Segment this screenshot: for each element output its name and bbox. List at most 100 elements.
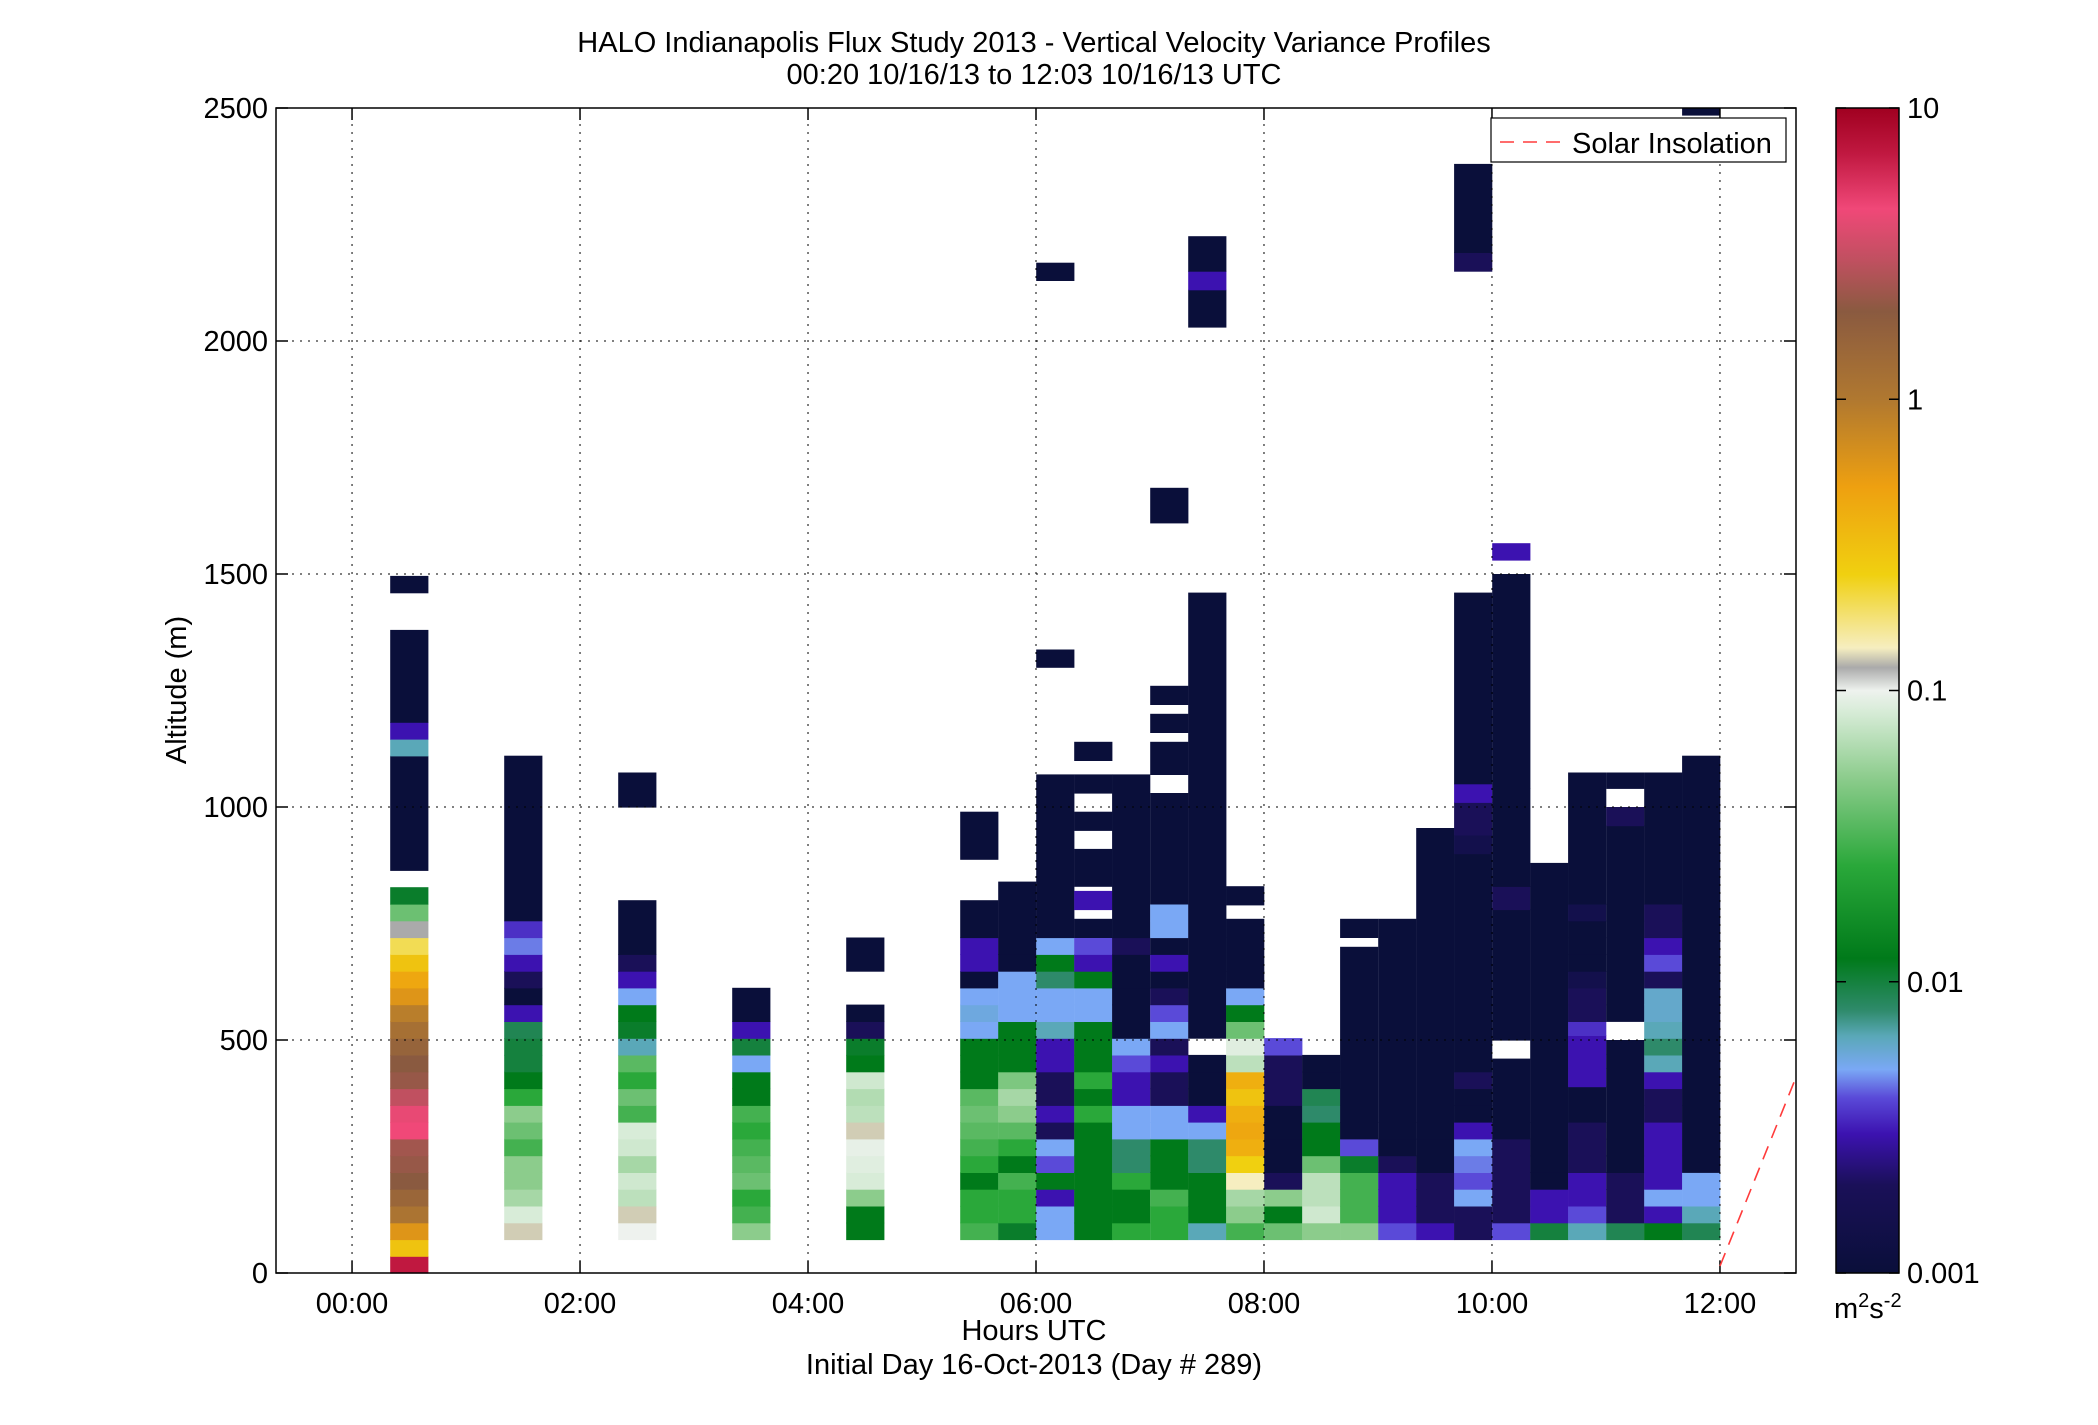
heatmap-cell bbox=[1074, 848, 1113, 887]
heatmap-cell bbox=[1150, 903, 1189, 922]
heatmap-cell bbox=[1150, 793, 1189, 905]
heatmap-cell bbox=[390, 722, 429, 740]
heatmap-cell bbox=[1454, 1088, 1493, 1106]
heatmap-cell bbox=[1530, 862, 1569, 1173]
heatmap-cell bbox=[1150, 1138, 1189, 1157]
heatmap-cell bbox=[390, 1105, 429, 1123]
heatmap-cell bbox=[1606, 1222, 1645, 1241]
heatmap-cell bbox=[1340, 1189, 1379, 1207]
heatmap-cell bbox=[1112, 1222, 1151, 1241]
heatmap-cell bbox=[1492, 1205, 1531, 1224]
heatmap-cell bbox=[1264, 1172, 1303, 1190]
heatmap-cell bbox=[960, 1054, 999, 1073]
heatmap-cell bbox=[504, 1172, 543, 1190]
heatmap-cell bbox=[1074, 741, 1113, 761]
heatmap-cell bbox=[732, 1189, 771, 1207]
heatmap-cell bbox=[1188, 592, 1227, 1039]
chart-subtitle: 00:20 10/16/13 to 12:03 10/16/13 UTC bbox=[787, 59, 1282, 91]
heatmap-cell bbox=[960, 971, 999, 989]
heatmap-cell bbox=[1302, 1122, 1341, 1140]
heatmap-cell bbox=[1492, 543, 1531, 561]
heatmap-cell bbox=[1150, 1122, 1189, 1140]
heatmap-cell bbox=[1112, 937, 1151, 955]
heatmap-cell bbox=[1644, 1054, 1683, 1073]
heatmap-cell bbox=[1074, 937, 1113, 955]
heatmap-cell bbox=[1036, 649, 1075, 668]
heatmap-cell bbox=[960, 1138, 999, 1157]
heatmap-cell bbox=[1226, 1222, 1265, 1241]
heatmap-cell bbox=[504, 1138, 543, 1157]
heatmap-cell bbox=[846, 1222, 885, 1241]
heatmap-cell bbox=[1036, 1122, 1075, 1140]
heatmap-cell bbox=[1568, 1004, 1607, 1022]
x-tick-label: 10:00 bbox=[1456, 1288, 1529, 1320]
heatmap-cell bbox=[1188, 1222, 1227, 1241]
heatmap-cell bbox=[390, 1205, 429, 1224]
heatmap-cell bbox=[504, 1105, 543, 1123]
heatmap-cell bbox=[732, 1088, 771, 1106]
heatmap-cell bbox=[1644, 1004, 1683, 1022]
heatmap-cell bbox=[1074, 954, 1113, 972]
heatmap-cell bbox=[1036, 954, 1075, 972]
heatmap-cell bbox=[1644, 1021, 1683, 1039]
heatmap-cell bbox=[732, 1138, 771, 1157]
heatmap-cell bbox=[1074, 811, 1113, 831]
heatmap-cell bbox=[1568, 903, 1607, 922]
heatmap-cell bbox=[732, 1122, 771, 1140]
colorbar-unit-sup1: 2 bbox=[1858, 1290, 1869, 1312]
heatmap-cell bbox=[1036, 1004, 1075, 1022]
heatmap-cell bbox=[1378, 1138, 1417, 1157]
heatmap-cell bbox=[618, 1189, 657, 1207]
heatmap-cell bbox=[1074, 1222, 1113, 1241]
heatmap-cell bbox=[1188, 1189, 1227, 1207]
heatmap-cell bbox=[1074, 1122, 1113, 1140]
heatmap-cell bbox=[390, 1071, 429, 1090]
heatmap-cell bbox=[1568, 1054, 1607, 1069]
heatmap-cell bbox=[1644, 1071, 1683, 1090]
heatmap-cell bbox=[1074, 1054, 1113, 1073]
heatmap-cell bbox=[1340, 918, 1379, 938]
heatmap-cell bbox=[1150, 1155, 1189, 1173]
x-tick-label: 12:00 bbox=[1684, 1288, 1757, 1320]
heatmap-cell bbox=[1150, 954, 1189, 972]
heatmap-cell bbox=[1264, 1038, 1303, 1056]
heatmap-cell bbox=[1226, 971, 1265, 989]
heatmap-cell bbox=[1264, 1122, 1303, 1140]
heatmap-cell bbox=[1378, 1205, 1417, 1224]
heatmap-cell bbox=[998, 987, 1037, 1006]
heatmap-cell bbox=[1188, 1138, 1227, 1157]
heatmap-cell bbox=[846, 1122, 885, 1140]
heatmap-cell bbox=[998, 881, 1037, 955]
heatmap-cell bbox=[1606, 1172, 1645, 1190]
heatmap-cell bbox=[1150, 1038, 1189, 1056]
heatmap-cell bbox=[1188, 1155, 1227, 1173]
heatmap-cell bbox=[1340, 1172, 1379, 1190]
heatmap-cell bbox=[732, 1172, 771, 1190]
heatmap-cell bbox=[1264, 1071, 1303, 1090]
heatmap-cell bbox=[1416, 1155, 1455, 1173]
heatmap-cell bbox=[1378, 1189, 1417, 1207]
heatmap-cell bbox=[1112, 1071, 1151, 1090]
heatmap-cell bbox=[1150, 741, 1189, 775]
heatmap-cell bbox=[846, 1189, 885, 1207]
heatmap-cell bbox=[1340, 1122, 1379, 1140]
heatmap-cell bbox=[1150, 685, 1189, 705]
heatmap-cell bbox=[960, 1189, 999, 1207]
heatmap-cell bbox=[1492, 788, 1531, 887]
heatmap-cell bbox=[1302, 1071, 1341, 1090]
heatmap-cell bbox=[732, 1222, 771, 1241]
heatmap-cell bbox=[1568, 772, 1607, 905]
heatmap-cell bbox=[732, 987, 771, 1022]
heatmap-cell bbox=[846, 1138, 885, 1157]
heatmap-cell bbox=[1606, 1040, 1645, 1157]
heatmap-cell bbox=[390, 920, 429, 939]
heatmap-cell bbox=[1340, 1155, 1379, 1173]
heatmap-cell bbox=[1454, 1222, 1493, 1241]
heatmap-cell bbox=[1074, 774, 1113, 794]
heatmap-cell bbox=[1074, 1105, 1113, 1123]
colorbar-tick-label: 0.01 bbox=[1907, 967, 1963, 999]
heatmap-cell bbox=[1036, 1105, 1075, 1123]
heatmap-cell bbox=[390, 987, 429, 1006]
heatmap-cell bbox=[1112, 1205, 1151, 1224]
heatmap-cell bbox=[846, 1004, 885, 1022]
